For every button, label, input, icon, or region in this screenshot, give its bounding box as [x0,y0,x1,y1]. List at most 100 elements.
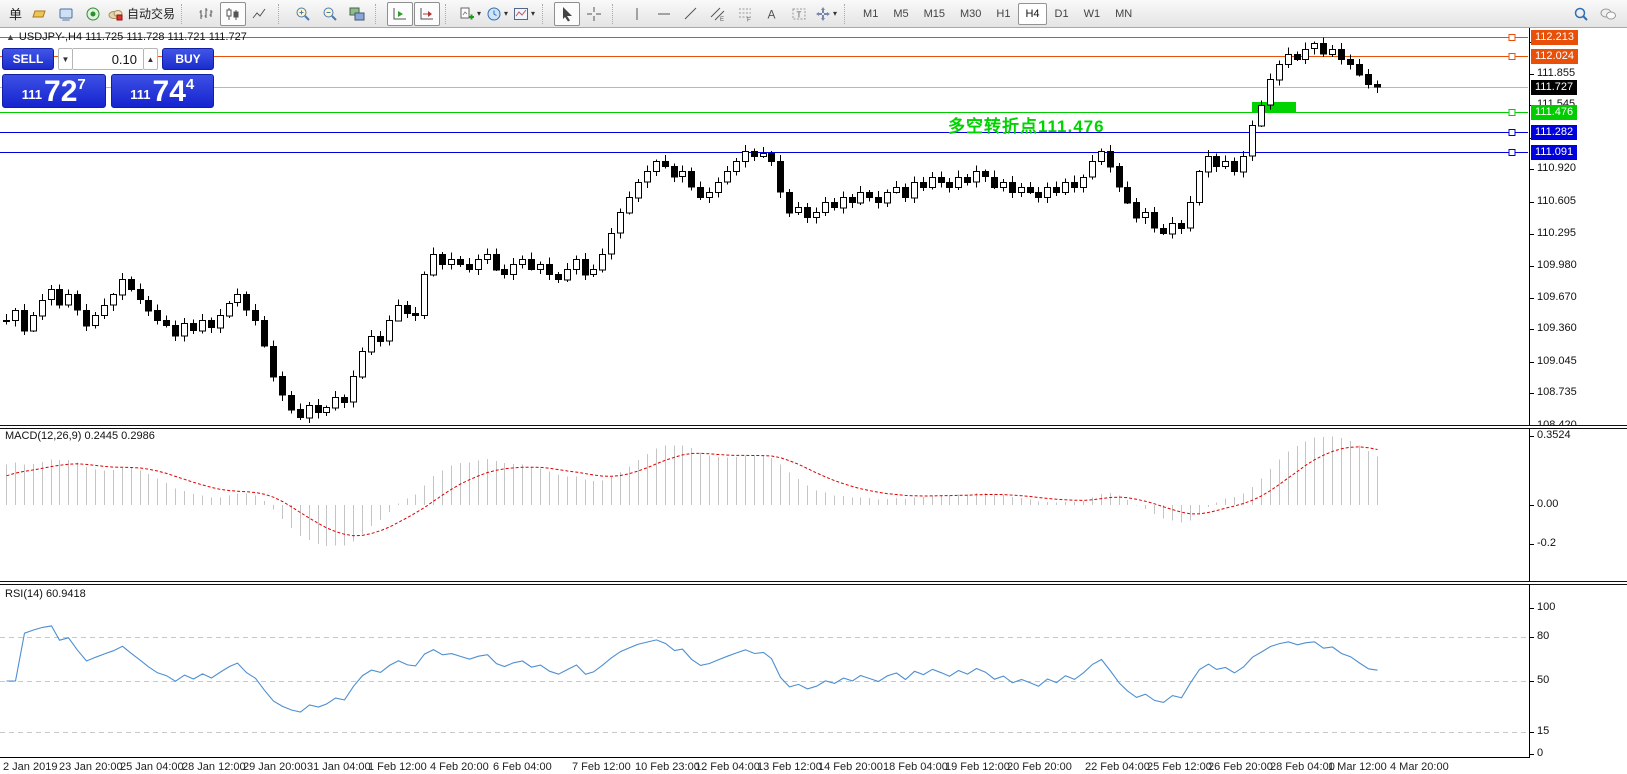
tile-windows-button[interactable] [344,2,370,26]
time-axis-label: 1 Mar 12:00 [1328,761,1387,773]
price-axis-border [1529,28,1530,758]
price-axis-tick: -0.2 [1537,537,1556,549]
zoom-out-button[interactable] [317,2,343,26]
svg-text:A: A [768,7,776,21]
time-axis-label: 2 Jan 2019 [3,761,58,773]
rsi-panel-canvas[interactable] [0,585,1528,762]
price-axis-tick: 110.295 [1537,227,1576,239]
metaeditor-icon[interactable] [53,2,79,26]
cursor-button[interactable] [554,1,581,26]
svg-text:T: T [797,10,802,19]
level-price-label: 111.091 [1531,145,1578,160]
time-axis-label: 13 Feb 12:00 [757,761,822,773]
time-axis-label: 22 Feb 04:00 [1085,761,1150,773]
level-price-label: 112.024 [1531,49,1578,64]
toolbar-separator [278,3,285,24]
templates-button[interactable]: ▾ [511,2,537,26]
one-click-trading-panel: SELL ▼ 0.10 ▲ BUY 111 72 7 111 74 4 [2,48,214,108]
timeframe-w1[interactable]: W1 [1083,7,1101,20]
time-axis-label: 26 Feb 20:00 [1208,761,1273,773]
axis-tick-mark [1529,234,1534,235]
buy-button[interactable]: BUY [162,48,214,70]
time-axis-label: 29 Jan 20:00 [243,761,307,773]
main-chart-canvas[interactable] [0,28,1528,433]
time-axis-label: 4 Mar 20:00 [1390,761,1449,773]
indicators-button[interactable]: ▾ [457,2,483,26]
macd-panel-canvas[interactable] [0,428,1528,587]
sell-button[interactable]: SELL [2,48,54,70]
search-button[interactable] [1568,2,1594,26]
buy-price-pip: 4 [185,76,195,93]
level-price-label: 111.282 [1531,125,1578,140]
price-axis-tick: 0 [1537,747,1544,759]
periods-button[interactable]: ▾ [484,2,510,26]
zoom-in-button[interactable] [290,2,316,26]
time-axis-label: 28 Jan 12:00 [182,761,246,773]
equidistant-channel-button[interactable]: E [705,2,731,26]
price-axis-tick: 0.3524 [1537,429,1571,441]
text-button[interactable]: A [759,2,785,26]
vertical-line-button[interactable] [624,2,650,26]
arrows-button[interactable]: ▾ [813,2,839,26]
axis-tick-mark [1529,393,1534,394]
price-axis-tick: 109.670 [1537,291,1577,303]
sell-price-display[interactable]: 111 72 7 [2,74,106,108]
time-axis-label: 14 Feb 20:00 [818,761,883,773]
volume-increase-button[interactable]: ▲ [143,48,158,70]
chart-title: ▲ USDJPY-,H4 111.725 111.728 111.721 111.… [6,31,247,43]
axis-tick-mark [1529,754,1534,755]
time-axis-label: 12 Feb 04:00 [695,761,760,773]
timeframe-d1[interactable]: D1 [1054,7,1069,20]
axis-tick-mark [1529,329,1534,330]
macd-panel-divider[interactable] [0,425,1627,429]
rsi-panel-divider[interactable] [0,581,1627,585]
macd-label: MACD(12,26,9) 0.2445 0.2986 [5,430,155,442]
chart-shift-button[interactable] [414,1,441,26]
price-axis-tick: 111.855 [1537,67,1576,79]
timeframe-m1[interactable]: M1 [863,7,879,20]
price-axis-tick: 80 [1537,630,1550,642]
toolbar-separator [612,3,619,24]
buy-price-display[interactable]: 111 74 4 [110,74,214,108]
axis-tick-mark [1529,681,1534,682]
buy-price-handle: 111 [130,87,151,102]
price-axis-tick: 110.920 [1537,162,1576,174]
fibonacci-button[interactable]: F [732,2,758,26]
timeframe-m5[interactable]: M5 [893,7,909,20]
timeframe-h4[interactable]: H4 [1018,2,1047,25]
price-axis-tick: 109.360 [1537,322,1577,334]
axis-tick-mark [1529,169,1534,170]
volume-decrease-button[interactable]: ▼ [58,48,73,70]
timeframe-m15[interactable]: M15 [923,7,945,20]
trendline-button[interactable] [678,2,704,26]
price-axis-tick: 0.00 [1537,498,1559,510]
auto-scroll-button[interactable] [387,1,414,26]
autotrading-button[interactable]: 自动交易 [107,2,176,26]
signals-icon[interactable] [80,2,106,26]
new-order-partial[interactable]: 单 [9,7,23,22]
text-label-button[interactable]: T [786,2,812,26]
level-price-label: 111.476 [1531,105,1578,120]
time-axis-label: 4 Feb 20:00 [430,761,489,773]
axis-tick-mark [1529,637,1534,638]
axis-tick-mark [1529,608,1534,609]
time-axis-label: 31 Jan 04:00 [307,761,371,773]
price-axis-tick: 15 [1537,725,1550,737]
volume-input[interactable]: 0.10 [73,48,143,70]
horizontal-line-button[interactable] [651,2,677,26]
axis-tick-mark [1529,544,1534,545]
pivot-annotation[interactable]: 多空转折点111.476 [948,117,1105,136]
line-chart-button[interactable] [247,2,273,26]
candlestick-chart-button[interactable] [220,1,247,26]
price-axis-tick: 110.605 [1537,195,1576,207]
timeframe-mn[interactable]: MN [1115,7,1133,20]
timeframe-h1[interactable]: H1 [996,7,1011,20]
time-axis-label: 18 Feb 04:00 [883,761,948,773]
axis-tick-mark [1529,732,1534,733]
crosshair-button[interactable] [581,2,607,26]
timeframe-m30[interactable]: M30 [960,7,982,20]
time-axis-label: 25 Jan 04:00 [120,761,184,773]
new-order-icon[interactable] [26,2,52,26]
chat-button[interactable] [1595,2,1621,26]
bar-chart-button[interactable] [193,2,219,26]
